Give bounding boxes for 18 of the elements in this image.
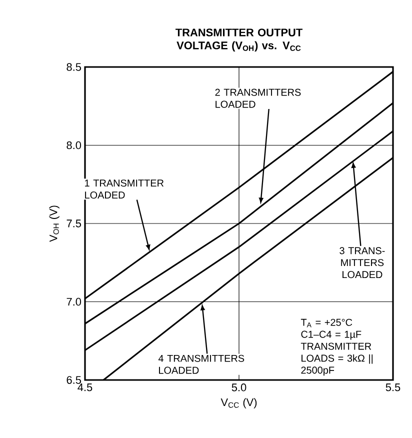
- annotation: 2 TRANSMITTERS LOADED: [215, 88, 301, 108]
- chart-title: TRANSMITTER OUTPUT VOLTAGE (V$_{OH}$) vs. V$_{CC}$: [176, 28, 302, 52]
- x-tick-label: 4.5: [78, 384, 92, 392]
- y-tick-label: 8.0: [66, 141, 82, 150]
- annotation: 4 TRANSMITTERS LOADED: [158, 354, 244, 374]
- x-tick-label: 5.5: [386, 384, 400, 392]
- annotation: T$_{A}$ = +25°C: [300, 318, 352, 328]
- annotation: TRANSMITTER LOADS = 3kΩ || 2500pF: [300, 342, 373, 376]
- annotation: 1 TRANSMITTER LOADED: [85, 180, 164, 199]
- y-axis-title: V$_{OH}$ (V): [49, 206, 60, 242]
- x-axis-title: V$_{CC}$ (V): [220, 398, 257, 408]
- y-tick-label: 7.0: [66, 298, 82, 306]
- annotation: C1–C4 = 1µF: [301, 330, 362, 340]
- y-tick-label: 8.5: [66, 63, 82, 71]
- y-tick-label: 6.5: [66, 376, 82, 384]
- y-tick-label: 7.5: [66, 220, 82, 228]
- x-tick-label: 5.0: [232, 384, 246, 392]
- annotation: 3 TRANS-MITTERS LOADED: [340, 247, 385, 278]
